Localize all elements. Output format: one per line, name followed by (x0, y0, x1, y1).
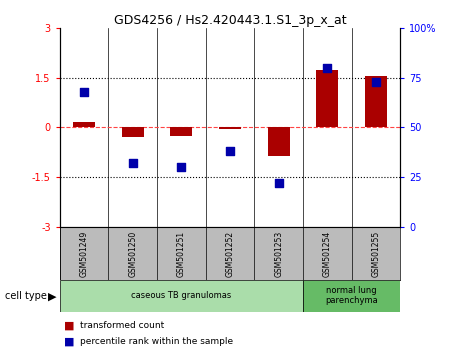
Text: GSM501249: GSM501249 (79, 231, 89, 277)
Bar (122, 127, 143, 137)
Bar (218, 127, 241, 129)
Text: ▶: ▶ (48, 291, 56, 301)
Text: cell type: cell type (5, 291, 46, 301)
Point (371, 79, 379, 85)
Text: GSM501251: GSM501251 (177, 231, 185, 277)
Title: GDS4256 / Hs2.420443.1.S1_3p_x_at: GDS4256 / Hs2.420443.1.S1_3p_x_at (113, 14, 346, 27)
Text: ■: ■ (64, 321, 75, 331)
Bar (60, 280, 302, 312)
Text: GSM501253: GSM501253 (274, 231, 282, 277)
Point (177, 164, 185, 170)
Bar (364, 76, 386, 127)
Bar (73, 122, 95, 127)
Point (274, 180, 282, 186)
Bar (267, 127, 289, 155)
Text: GSM501255: GSM501255 (370, 231, 380, 277)
Text: GSM501250: GSM501250 (128, 231, 137, 277)
Bar (302, 280, 399, 312)
Text: transformed count: transformed count (80, 321, 164, 330)
Point (323, 65, 330, 71)
Text: percentile rank within the sample: percentile rank within the sample (80, 337, 233, 346)
Bar (170, 127, 192, 136)
Point (129, 160, 136, 166)
Text: ■: ■ (64, 337, 75, 347)
Text: caseous TB granulomas: caseous TB granulomas (131, 291, 231, 300)
Text: normal lung
parenchyma: normal lung parenchyma (325, 286, 377, 305)
Text: GSM501254: GSM501254 (322, 231, 331, 277)
Point (80, 89, 88, 95)
Point (226, 148, 233, 154)
Text: GSM501252: GSM501252 (225, 231, 234, 277)
Bar (316, 70, 337, 127)
